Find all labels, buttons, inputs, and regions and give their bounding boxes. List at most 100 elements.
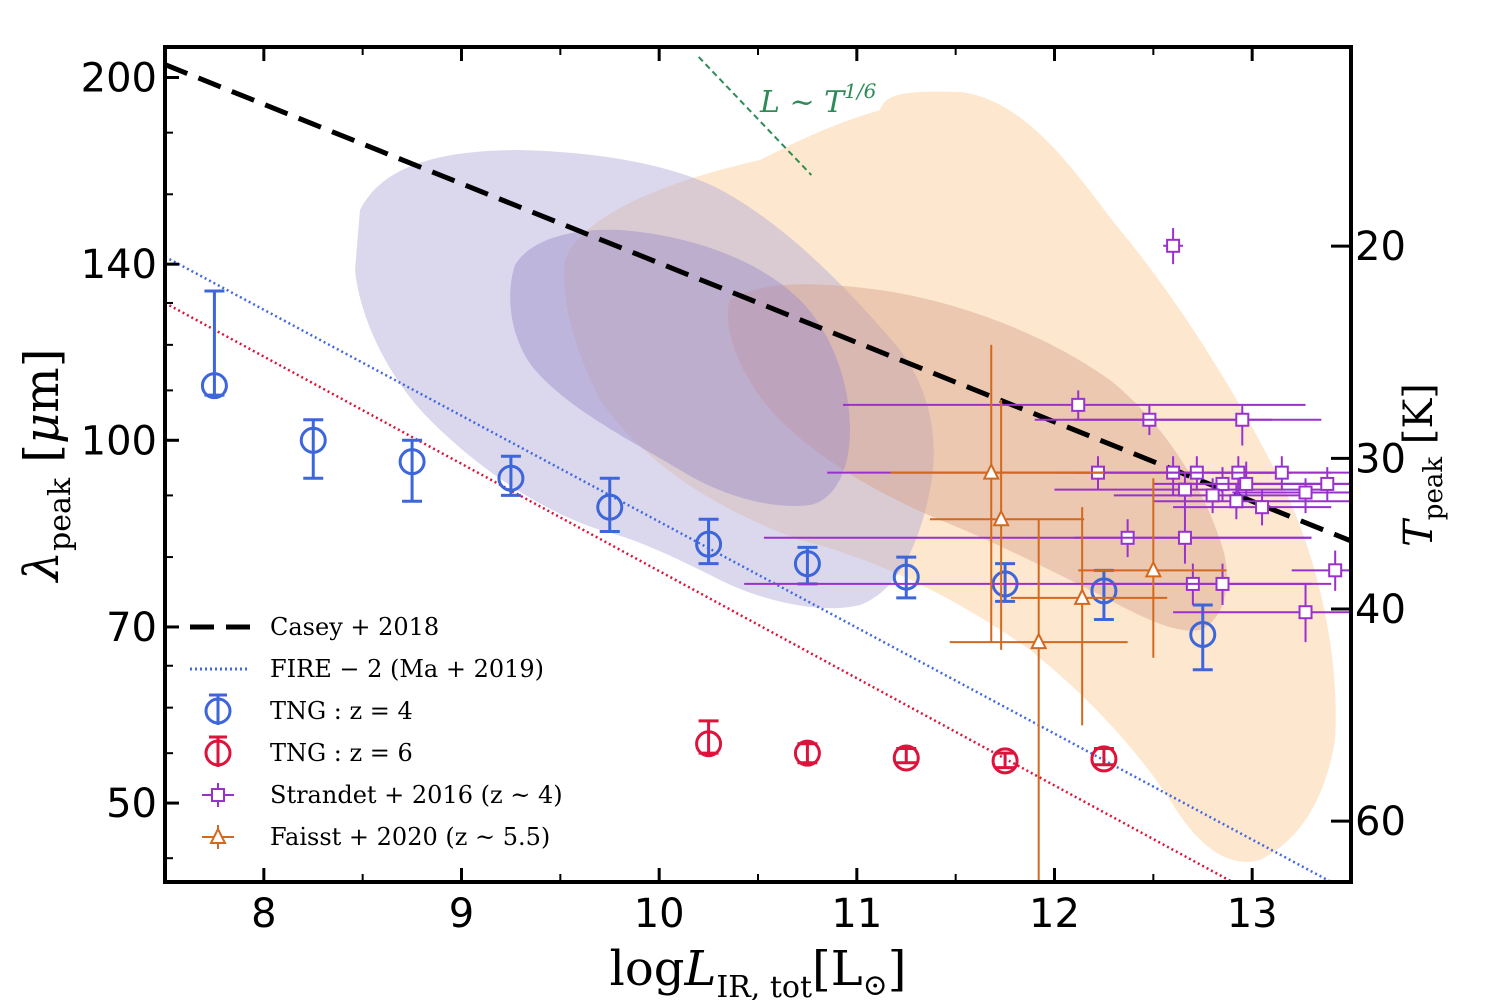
data-point: [890, 344, 1104, 643]
point-marker: [992, 508, 1010, 527]
y2-tick-label: 40: [1355, 587, 1406, 633]
point-marker: [398, 448, 426, 476]
point-marker: [1255, 500, 1270, 515]
legend: Casey + 2018 FIRE − 2 (Ma + 2019) TNG : z …: [190, 613, 563, 851]
axis-ticks: 8 9 10 11 12 13 50 70 100 140 200 20 30 40 60: [81, 47, 1406, 937]
point-marker: [1328, 563, 1343, 578]
data-point: [793, 739, 821, 767]
data-point: [200, 289, 228, 400]
data-point: [949, 519, 1128, 882]
x-tick-label: 9: [449, 891, 474, 937]
point-marker: [991, 747, 1019, 775]
point-marker: [793, 739, 821, 767]
marker-series: [200, 228, 1351, 882]
series-tng-z-6: [695, 719, 1118, 775]
line-series: [165, 62, 1351, 882]
point-marker: [299, 426, 327, 454]
x-axis-title: logLIR, tot[L⊙]: [609, 941, 906, 1000]
legend-label: Casey + 2018: [270, 613, 439, 641]
point-marker: [1205, 488, 1220, 503]
annotation-text: L ~ T1/6: [759, 79, 877, 120]
data-point: [299, 418, 327, 480]
point-marker: [695, 530, 723, 558]
data-point: [1153, 483, 1351, 520]
legend-label: FIRE − 2 (Ma + 2019): [270, 655, 544, 683]
point-marker: [497, 464, 525, 492]
point-marker: [1239, 476, 1254, 491]
data-point: [596, 476, 624, 534]
legend-label: Faisst + 2020 (z ~ 5.5): [270, 823, 550, 851]
annotation-line: [697, 56, 813, 176]
data-point: [991, 747, 1019, 775]
data-point: [892, 555, 920, 600]
point-marker: [892, 744, 920, 772]
point-marker: [1030, 631, 1048, 650]
data-point: [398, 438, 426, 503]
data-point: [1232, 478, 1351, 514]
series-strandet-2016-z-4-: [744, 228, 1351, 643]
y2-tick-label: 20: [1355, 224, 1406, 270]
data-point: [1078, 478, 1227, 658]
legend-swatch: [211, 788, 225, 802]
legend-item: TNG : z = 6: [204, 735, 413, 767]
legend-item: Casey + 2018: [190, 613, 439, 641]
point-marker: [1215, 576, 1230, 591]
legend-swatch: [204, 739, 232, 767]
x-tick-label: 10: [634, 891, 685, 937]
point-marker: [1090, 745, 1118, 773]
y-tick-label: 50: [106, 781, 157, 827]
data-point: [497, 454, 525, 497]
line-casey-2018: [165, 62, 1351, 544]
data-point: [1011, 507, 1168, 726]
legend-label: TNG : z = 6: [270, 739, 413, 767]
x-tick-label: 13: [1227, 891, 1278, 937]
line-fire-2-z-6: [165, 301, 1233, 882]
point-marker: [596, 493, 624, 521]
point-marker: [892, 563, 920, 591]
contour-orange-outer: [564, 91, 1336, 862]
point-marker: [1177, 482, 1192, 497]
point-marker: [1298, 605, 1313, 620]
point-marker: [1229, 494, 1244, 509]
data-point: [892, 744, 920, 772]
point-marker: [1071, 397, 1086, 412]
y-tick-label: 200: [81, 55, 157, 101]
contour-purple-inner: [510, 229, 850, 506]
point-marker: [1090, 577, 1118, 605]
legend-label: TNG : z = 4: [270, 697, 413, 725]
legend-item: TNG : z = 4: [204, 693, 413, 725]
point-marker: [793, 550, 821, 578]
data-point: [1163, 228, 1183, 265]
data-point: [1189, 603, 1217, 672]
data-point: [1074, 507, 1312, 564]
y2-tick-label: 60: [1355, 799, 1406, 845]
series-tng-z-4: [200, 289, 1217, 672]
contour-regions: [355, 91, 1336, 862]
y-tick-label: 70: [106, 605, 157, 651]
x-tick-label: 12: [1029, 891, 1080, 937]
point-marker: [1177, 530, 1192, 545]
data-point: [695, 517, 723, 566]
point-marker: [1298, 485, 1313, 500]
point-marker: [1189, 620, 1217, 648]
y2-axis-title: Tpeak [K]: [1396, 383, 1449, 547]
legend-label: Strandet + 2016 (z ~ 4): [270, 781, 563, 809]
contour-orange-inner: [727, 284, 1228, 631]
x-tick-label: 11: [831, 891, 882, 937]
y-tick-label: 140: [81, 242, 157, 288]
legend-swatch: [209, 826, 227, 844]
point-marker: [1144, 560, 1162, 578]
data-point: [1090, 745, 1118, 773]
point-marker: [1166, 238, 1181, 253]
point-marker: [695, 730, 723, 758]
point-marker: [1320, 476, 1335, 491]
data-point: [1291, 550, 1351, 591]
data-point: [842, 390, 1306, 420]
data-point: [1173, 583, 1351, 643]
series-faisst-2020-z-5-5-: [890, 344, 1227, 882]
point-marker: [1235, 412, 1250, 427]
line-fire-2-ma-2019-: [165, 255, 1332, 882]
legend-item: FIRE − 2 (Ma + 2019): [190, 655, 544, 683]
legend-swatch: [204, 697, 232, 725]
